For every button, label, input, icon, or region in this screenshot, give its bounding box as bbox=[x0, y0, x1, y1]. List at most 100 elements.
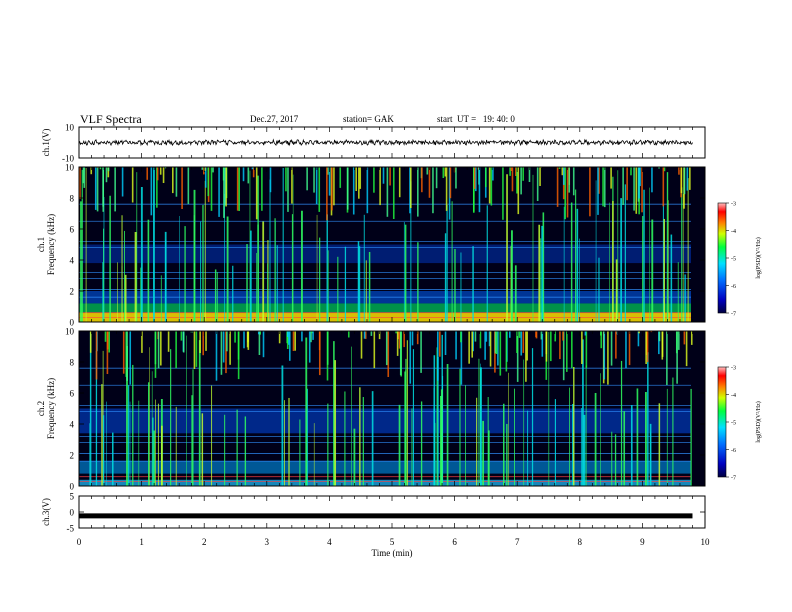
high-freq-burst bbox=[333, 167, 335, 206]
high-freq-burst bbox=[339, 167, 342, 188]
high-freq-burst bbox=[502, 167, 504, 220]
high-freq-burst bbox=[448, 167, 451, 220]
high-freq-burst bbox=[492, 167, 494, 181]
emission-band bbox=[79, 244, 691, 264]
high-freq-burst bbox=[255, 167, 258, 220]
high-freq-burst bbox=[164, 167, 167, 169]
high-freq-burst bbox=[287, 167, 289, 212]
high-freq-burst bbox=[331, 167, 333, 211]
high-freq-burst bbox=[598, 167, 600, 194]
high-freq-burst bbox=[238, 167, 240, 211]
high-freq-burst bbox=[306, 167, 308, 191]
high-freq-burst bbox=[572, 167, 575, 196]
high-freq-burst bbox=[517, 167, 520, 215]
high-freq-burst bbox=[236, 167, 239, 211]
high-freq-burst bbox=[285, 167, 287, 192]
high-freq-burst bbox=[269, 167, 272, 193]
high-freq-burst bbox=[99, 167, 102, 170]
high-freq-burst bbox=[597, 167, 599, 215]
high-freq-burst bbox=[663, 167, 666, 172]
high-freq-burst bbox=[603, 167, 606, 208]
high-freq-burst bbox=[589, 167, 591, 217]
high-freq-burst bbox=[428, 167, 431, 198]
high-freq-burst bbox=[421, 167, 423, 193]
high-freq-burst bbox=[359, 167, 362, 189]
high-freq-burst bbox=[472, 167, 475, 213]
high-freq-burst bbox=[251, 167, 254, 170]
high-freq-burst bbox=[242, 167, 245, 182]
high-freq-burst bbox=[392, 167, 395, 219]
high-freq-burst bbox=[478, 167, 481, 213]
high-freq-burst bbox=[689, 167, 691, 190]
high-freq-burst bbox=[398, 167, 401, 198]
high-freq-burst bbox=[635, 167, 638, 214]
high-freq-burst bbox=[630, 167, 632, 176]
high-freq-burst bbox=[218, 167, 220, 217]
high-freq-burst bbox=[522, 167, 524, 181]
high-freq-burst bbox=[556, 167, 559, 207]
high-freq-burst bbox=[516, 167, 518, 194]
high-freq-burst bbox=[683, 167, 686, 195]
high-freq-burst bbox=[539, 167, 541, 186]
high-freq-burst bbox=[536, 167, 539, 201]
spectrogram-ch2 bbox=[79, 331, 705, 486]
high-freq-burst bbox=[442, 167, 445, 178]
station-label: station= GAK bbox=[343, 114, 394, 124]
high-freq-burst bbox=[520, 167, 522, 195]
high-freq-burst bbox=[426, 167, 429, 175]
high-freq-burst bbox=[444, 167, 447, 177]
high-freq-burst bbox=[610, 167, 612, 189]
high-freq-burst bbox=[485, 167, 487, 188]
high-freq-burst bbox=[131, 167, 134, 203]
high-freq-burst bbox=[94, 167, 97, 210]
high-freq-burst bbox=[159, 167, 162, 175]
high-freq-burst bbox=[473, 167, 476, 189]
high-freq-burst bbox=[633, 167, 635, 211]
high-freq-burst bbox=[680, 167, 683, 194]
high-freq-burst bbox=[511, 167, 514, 192]
high-freq-burst bbox=[82, 167, 85, 184]
high-freq-burst bbox=[488, 167, 491, 204]
high-freq-burst bbox=[315, 167, 318, 205]
high-freq-burst bbox=[201, 167, 204, 170]
high-freq-burst bbox=[203, 167, 205, 175]
high-freq-burst bbox=[389, 167, 391, 186]
high-freq-burst bbox=[96, 167, 99, 212]
high-freq-burst bbox=[515, 167, 517, 176]
high-freq-burst bbox=[225, 167, 227, 207]
high-freq-burst bbox=[528, 167, 531, 182]
high-freq-burst bbox=[252, 167, 255, 178]
high-freq-burst bbox=[417, 167, 419, 217]
high-freq-burst bbox=[409, 167, 411, 214]
high-freq-burst bbox=[224, 167, 227, 206]
high-freq-burst bbox=[475, 167, 477, 192]
high-freq-burst bbox=[204, 167, 207, 188]
high-freq-burst bbox=[328, 167, 331, 196]
high-freq-burst bbox=[509, 167, 511, 176]
high-freq-burst bbox=[79, 167, 81, 199]
high-freq-burst bbox=[410, 167, 412, 208]
high-freq-burst bbox=[107, 167, 110, 178]
high-freq-burst bbox=[566, 167, 569, 218]
high-freq-burst bbox=[445, 167, 448, 211]
high-freq-burst bbox=[379, 167, 381, 206]
high-freq-burst bbox=[212, 167, 214, 173]
high-freq-burst bbox=[175, 167, 178, 197]
high-freq-burst bbox=[223, 167, 225, 218]
high-freq-burst bbox=[261, 167, 263, 211]
high-freq-burst bbox=[352, 167, 355, 215]
high-freq-burst bbox=[156, 167, 158, 208]
high-freq-burst bbox=[171, 167, 174, 194]
high-freq-burst bbox=[626, 167, 628, 201]
high-freq-burst bbox=[455, 167, 457, 189]
high-freq-burst bbox=[162, 167, 165, 183]
high-freq-burst bbox=[373, 167, 375, 193]
high-freq-burst bbox=[181, 167, 183, 209]
high-freq-burst bbox=[561, 167, 564, 176]
high-freq-burst bbox=[449, 167, 452, 199]
high-freq-burst bbox=[432, 167, 434, 214]
high-freq-burst bbox=[564, 167, 567, 220]
high-freq-burst bbox=[490, 167, 493, 206]
emission-band bbox=[79, 303, 691, 313]
high-freq-burst bbox=[622, 167, 624, 205]
